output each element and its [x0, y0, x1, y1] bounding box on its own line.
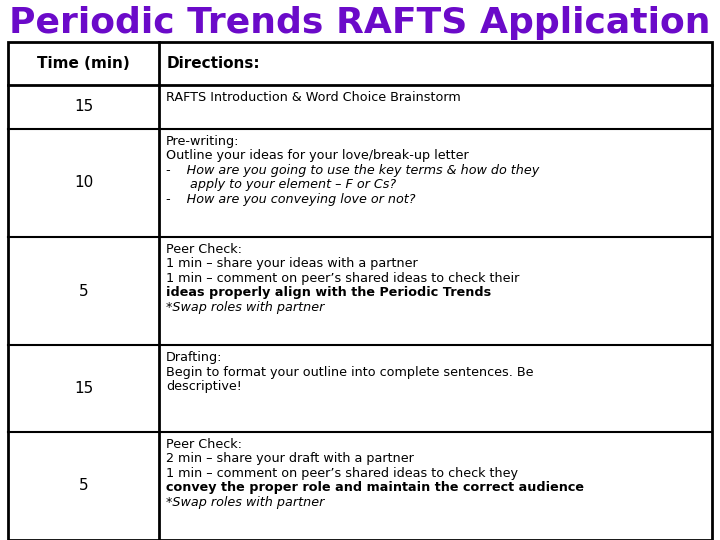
Text: -    How are you conveying love or not?: - How are you conveying love or not?: [166, 193, 415, 206]
Text: Drafting:: Drafting:: [166, 351, 222, 364]
Text: Pre-writing:: Pre-writing:: [166, 134, 240, 147]
Text: Time (min): Time (min): [37, 56, 130, 71]
Text: ideas properly align with the Periodic Trends: ideas properly align with the Periodic T…: [166, 286, 491, 299]
Text: Peer Check:: Peer Check:: [166, 243, 242, 256]
Text: 1 min – comment on peer’s shared ideas to check their: 1 min – comment on peer’s shared ideas t…: [166, 272, 519, 285]
Text: 15: 15: [74, 99, 93, 114]
Text: 10: 10: [74, 176, 93, 190]
Text: *Swap roles with partner: *Swap roles with partner: [166, 496, 325, 509]
Text: descriptive!: descriptive!: [166, 380, 242, 393]
Text: -    How are you going to use the key terms & how do they: - How are you going to use the key terms…: [166, 164, 539, 177]
Text: 5: 5: [78, 478, 89, 494]
Text: apply to your element – F or Cs?: apply to your element – F or Cs?: [166, 178, 396, 191]
Text: RAFTS Introduction & Word Choice Brainstorm: RAFTS Introduction & Word Choice Brainst…: [166, 91, 461, 104]
Text: convey the proper role and maintain the correct audience: convey the proper role and maintain the …: [166, 481, 584, 494]
Text: 15: 15: [74, 381, 93, 396]
Text: Periodic Trends RAFTS Application: Periodic Trends RAFTS Application: [9, 6, 711, 40]
Text: 2 min – share your draft with a partner: 2 min – share your draft with a partner: [166, 452, 414, 465]
Text: Outline your ideas for your love/break-up letter: Outline your ideas for your love/break-u…: [166, 149, 469, 162]
Text: Directions:: Directions:: [167, 56, 261, 71]
Text: 5: 5: [78, 284, 89, 299]
Text: 1 min – share your ideas with a partner: 1 min – share your ideas with a partner: [166, 258, 418, 271]
Text: *Swap roles with partner: *Swap roles with partner: [166, 301, 325, 314]
Text: 1 min – comment on peer’s shared ideas to check they: 1 min – comment on peer’s shared ideas t…: [166, 467, 518, 480]
Text: Peer Check:: Peer Check:: [166, 438, 242, 451]
Text: Begin to format your outline into complete sentences. Be: Begin to format your outline into comple…: [166, 366, 534, 379]
